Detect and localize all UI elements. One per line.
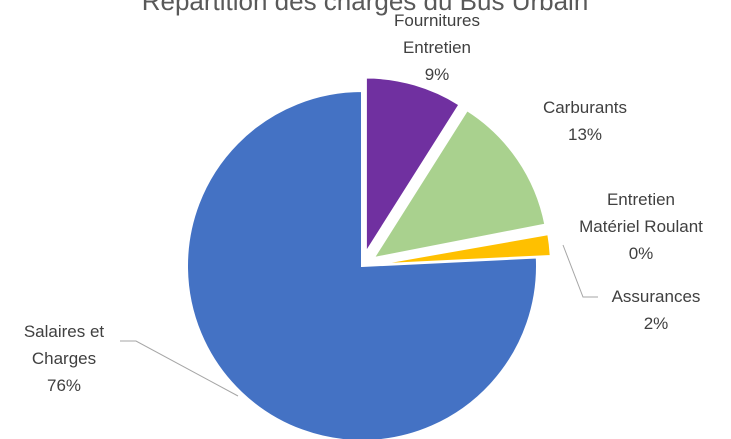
slice-entretien-materiel-roulant — [375, 228, 550, 265]
leader-line-assurances — [562, 244, 598, 298]
slice-assurances — [375, 233, 552, 266]
leader-line-salaires — [120, 340, 239, 397]
label-carburants: Carburants 13% — [543, 98, 627, 144]
slice-salaires-et-charges — [186, 89, 538, 439]
pie-slices — [186, 76, 552, 439]
label-assurances: Assurances 2% — [612, 287, 701, 333]
label-fournitures-entretien: Fournitures Entretien 9% — [394, 11, 480, 84]
label-salaires-et-charges: Salaires et Charges 76% — [24, 322, 105, 395]
label-entretien-materiel-roulant: Entretien Matériel Roulant 0% — [579, 190, 703, 263]
slice-carburants — [371, 108, 547, 260]
leader-lines — [120, 244, 598, 397]
slice-fournitures-entretien — [364, 76, 461, 257]
slice-labels: Fournitures Entretien 9% Carburants 13% Entre… — [24, 11, 703, 395]
chart-title: Répartition des charges du Bus Urbain — [142, 0, 589, 16]
